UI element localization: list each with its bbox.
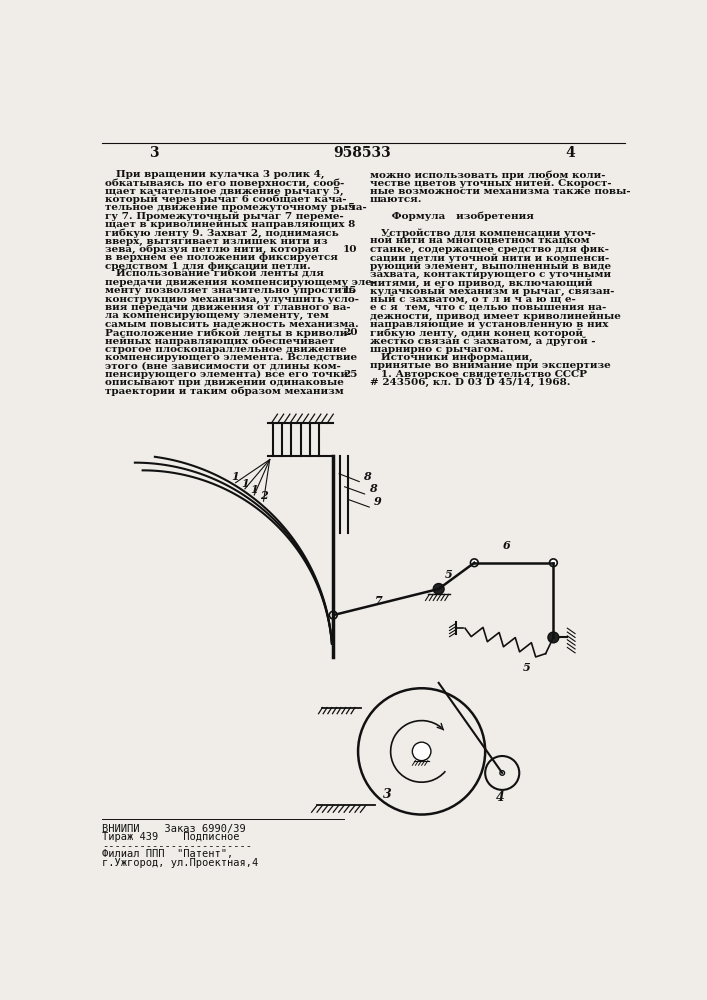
Text: кулачковый механизм и рычаг, связан-: кулачковый механизм и рычаг, связан- [370,286,614,296]
Text: средством 1 для фиксации петли.: средством 1 для фиксации петли. [105,262,311,271]
Text: можно использовать при любом коли-: можно использовать при любом коли- [370,170,605,180]
Text: ной нити на многоцветном ткацком: ной нити на многоцветном ткацком [370,237,590,246]
Text: 6: 6 [503,540,510,551]
Text: 10: 10 [343,245,358,254]
Text: пенсирующего элемента) все его точки: пенсирующего элемента) все его точки [105,370,349,379]
Circle shape [500,771,505,775]
Text: г.Ужгород, ул.Проектная,4: г.Ужгород, ул.Проектная,4 [103,858,259,868]
Text: 1. Авторское свидетельство СССР: 1. Авторское свидетельство СССР [370,370,587,379]
Text: этого (вне зависимости от длины ком-: этого (вне зависимости от длины ком- [105,361,341,370]
Text: 7: 7 [375,595,383,606]
Text: 3: 3 [149,146,159,160]
Text: щает качательное движение рычагу 5,: щает качательное движение рычагу 5, [105,187,344,196]
Text: обкатываясь по его поверхности, сооб-: обкатываясь по его поверхности, сооб- [105,178,345,188]
Text: гибкую ленту, один конец которой: гибкую ленту, один конец которой [370,328,583,338]
Text: вверх, вытягивает излишек нити из: вверх, вытягивает излишек нити из [105,237,328,246]
Text: 5: 5 [522,662,530,673]
Text: рующий элемент, выполненный в виде: рующий элемент, выполненный в виде [370,262,611,271]
Text: е с я  тем, что с целью повышения на-: е с я тем, что с целью повышения на- [370,303,606,312]
Text: 15: 15 [343,286,358,295]
Text: направляющие и установленную в них: направляющие и установленную в них [370,320,608,329]
Text: 5: 5 [346,203,354,212]
Text: Формула   изобретения: Формула изобретения [370,212,534,221]
Text: вия передачи движения от главного ва-: вия передачи движения от главного ва- [105,303,351,312]
Text: тельное движение промежуточному рыча-: тельное движение промежуточному рыча- [105,203,367,212]
Text: 4: 4 [566,146,575,160]
Text: ла компенсирующему элементу, тем: ла компенсирующему элементу, тем [105,311,329,320]
Text: в верхнем ее положении фиксируется: в верхнем ее положении фиксируется [105,253,339,262]
Text: жестко связан с захватом, а другой -: жестко связан с захватом, а другой - [370,336,595,346]
Text: строгое плоскопараллельное движение: строгое плоскопараллельное движение [105,345,347,354]
Text: честве цветов уточных нитей. Скорост-: честве цветов уточных нитей. Скорост- [370,178,612,188]
Text: ные возможности механизма также повы-: ные возможности механизма также повы- [370,187,631,196]
Text: нейных направляющих обеспечивает: нейных направляющих обеспечивает [105,336,335,346]
Text: Устройство для компенсации уточ-: Устройство для компенсации уточ- [370,228,595,238]
Text: Тираж 439    Подписное: Тираж 439 Подписное [103,832,240,842]
Text: 4: 4 [496,791,505,804]
Text: Использование гибкой ленты для: Использование гибкой ленты для [105,270,325,279]
Circle shape [470,559,478,567]
Text: конструкцию механизма, улучшить усло-: конструкцию механизма, улучшить усло- [105,295,359,304]
Text: ВНИИПИ    Заказ 6990/39: ВНИИПИ Заказ 6990/39 [103,824,246,834]
Text: дежности, привод имеет криволинейные: дежности, привод имеет криволинейные [370,311,621,321]
Text: 5: 5 [445,569,452,580]
Text: нитями, и его привод, включающий: нитями, и его привод, включающий [370,278,592,288]
Text: 1: 1 [250,484,258,495]
Text: 8: 8 [363,471,371,482]
Circle shape [433,584,444,594]
Text: гу 7. Промежуточный рычаг 7 переме-: гу 7. Промежуточный рычаг 7 переме- [105,212,344,221]
Text: 1: 1 [232,471,240,482]
Circle shape [412,742,431,761]
Text: Источники информации,: Источники информации, [370,353,532,362]
Text: Филиал ППП  "Патент",: Филиал ППП "Патент", [103,849,233,859]
Text: который через рычаг 6 сообщает кача-: который через рычаг 6 сообщает кача- [105,195,347,204]
Text: При вращении кулачка 3 ролик 4,: При вращении кулачка 3 ролик 4, [105,170,325,179]
Text: 9: 9 [373,496,381,507]
Text: Расположение гибкой ленты в криволи-: Расположение гибкой ленты в криволи- [105,328,352,338]
Text: 958533: 958533 [333,146,391,160]
Text: 2: 2 [259,490,267,501]
Text: принятые во внимание при экспертизе: принятые во внимание при экспертизе [370,361,610,370]
Circle shape [548,632,559,643]
Circle shape [549,559,557,567]
Text: станке, содержащее средство для фик-: станке, содержащее средство для фик- [370,245,609,254]
Text: передачи движения компенсирующему эле-: передачи движения компенсирующему эле- [105,278,377,287]
Text: сации петли уточной нити и компенси-: сации петли уточной нити и компенси- [370,253,609,263]
Text: 1: 1 [241,478,249,489]
Text: щает в криволинейных направляющих 8: щает в криволинейных направляющих 8 [105,220,356,229]
Text: ------------------------: ------------------------ [103,841,252,851]
Text: шаются.: шаются. [370,195,422,204]
Text: самым повысить надежность механизма.: самым повысить надежность механизма. [105,320,359,329]
Text: шарнирно с рычагом.: шарнирно с рычагом. [370,345,503,354]
Text: описывают при движении одинаковые: описывают при движении одинаковые [105,378,344,387]
Text: менту позволяет значительно упростить: менту позволяет значительно упростить [105,286,356,295]
Text: гибкую ленту 9. Захват 2, поднимаясь: гибкую ленту 9. Захват 2, поднимаясь [105,228,339,238]
Text: ный с захватом, о т л и ч а ю щ е-: ный с захватом, о т л и ч а ю щ е- [370,295,575,304]
Text: зева, образуя петлю нити, которая: зева, образуя петлю нити, которая [105,245,320,254]
Text: захвата, контактирующего с уточными: захвата, контактирующего с уточными [370,270,611,279]
Text: 3: 3 [383,788,392,801]
Text: 25: 25 [343,370,358,379]
Text: 8: 8 [369,483,377,494]
Text: компенсирующего элемента. Вследствие: компенсирующего элемента. Вследствие [105,353,358,362]
Circle shape [329,611,337,619]
Text: траектории и таким образом механизм: траектории и таким образом механизм [105,386,344,396]
Text: # 243506, кл. D 03 D 45/14, 1968.: # 243506, кл. D 03 D 45/14, 1968. [370,378,571,387]
Text: 20: 20 [343,328,358,337]
